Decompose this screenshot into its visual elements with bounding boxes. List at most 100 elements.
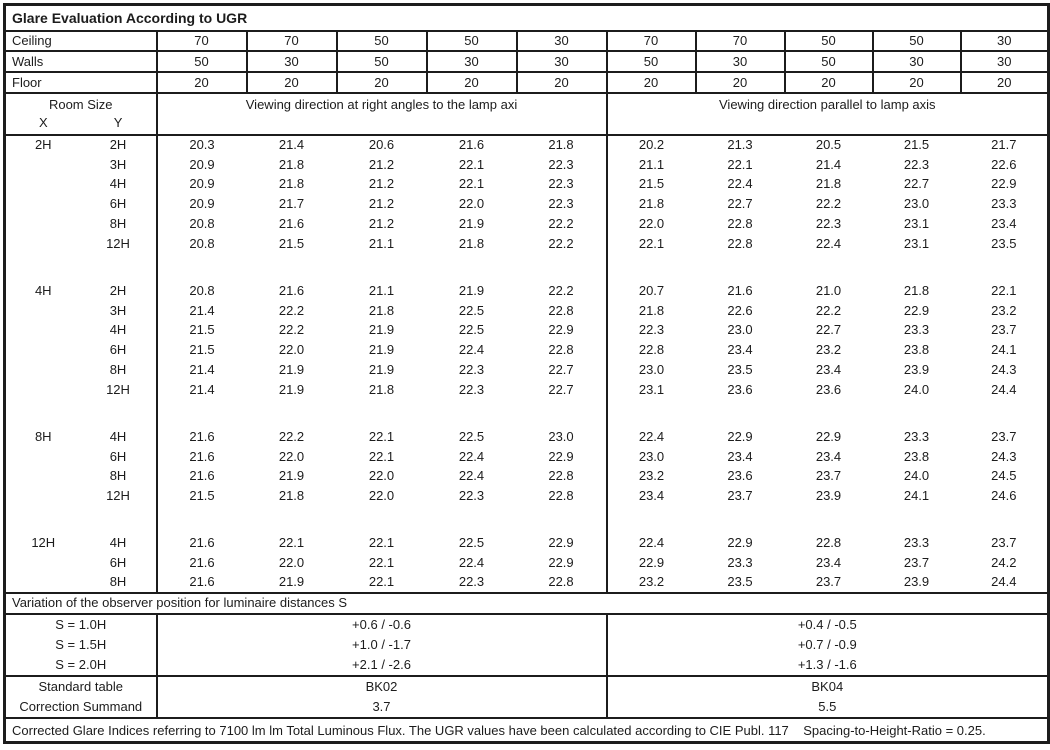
footer-row: Corrected Glare Indices referring to 710… bbox=[4, 716, 1049, 743]
summary-label: Correction Summand bbox=[19, 699, 143, 714]
ugr-data-row: 12H 20.8 21.5 21.1 21.8 22.2 22.1 22.8 22.4 23.1 2… bbox=[5, 233, 1049, 254]
ugr-value: 23.2 bbox=[991, 302, 1017, 318]
ugr-value: 22.8 bbox=[548, 302, 574, 318]
ugr-value: 21.5 bbox=[155, 340, 247, 361]
surface-value: 20 bbox=[959, 71, 1050, 95]
ugr-value: 21.8 bbox=[605, 300, 696, 321]
ugr-value: 21.8 bbox=[903, 282, 930, 298]
ugr-value: 22.4 bbox=[458, 448, 485, 464]
room-y-value: 2H bbox=[109, 282, 127, 298]
summary-label: Standard table bbox=[4, 675, 157, 698]
variation-value-row: S = 1.5H +1.0 / -1.7 +0.7 / -0.9 bbox=[5, 634, 1049, 656]
ugr-value: 22.5 bbox=[458, 302, 485, 318]
ugr-value: 22.1 bbox=[368, 428, 395, 444]
ugr-data-row: 6H 20.9 21.7 21.2 22.0 22.3 21.8 22.7 22.2 23.0 23… bbox=[5, 194, 1049, 215]
ugr-value: 23.8 bbox=[903, 448, 930, 464]
ugr-value: 22.8 bbox=[605, 340, 696, 361]
room-x-value bbox=[5, 194, 81, 214]
ugr-value: 21.1 bbox=[368, 235, 395, 251]
ugr-value: 22.7 bbox=[727, 196, 753, 212]
ugr-data-row: 4H 20.9 21.8 21.2 22.1 22.3 21.5 22.4 21.8 22.7 22… bbox=[5, 174, 1049, 195]
ugr-data-row: 8H 21.6 21.9 22.0 22.4 22.8 23.2 23.6 23.7 24.0 24… bbox=[5, 466, 1049, 487]
ugr-value: 22.9 bbox=[605, 553, 696, 573]
ugr-value: 21.9 bbox=[458, 282, 485, 298]
y-column-label: Y bbox=[113, 115, 123, 131]
ugr-value: 21.8 bbox=[368, 381, 395, 397]
room-x-value bbox=[5, 573, 81, 593]
ugr-value: 21.5 bbox=[155, 486, 247, 507]
room-size-header: Room Size X Y bbox=[4, 93, 157, 136]
ugr-value: 23.2 bbox=[605, 572, 696, 593]
ugr-value: 21.2 bbox=[368, 176, 395, 192]
room-x-value bbox=[5, 340, 81, 360]
ugr-value: 23.3 bbox=[903, 322, 930, 338]
variation-value-row: S = 1.0H +0.6 / -0.6 +0.4 / -0.5 bbox=[5, 613, 1049, 635]
surface-value: 30 bbox=[425, 50, 518, 74]
ugr-value: 23.6 bbox=[727, 381, 753, 397]
room-y-value: 6H bbox=[109, 554, 127, 570]
surface-value: 50 bbox=[425, 29, 518, 53]
s-distance-label: S = 2.0H bbox=[55, 657, 107, 673]
ugr-value: 23.1 bbox=[903, 235, 930, 251]
ugr-value: 21.4 bbox=[155, 300, 247, 321]
variation-values-section: S = 1.0H +0.6 / -0.6 +0.4 / -0.5 S = 1.5H +1… bbox=[5, 613, 1049, 677]
spacer-cell bbox=[605, 253, 1049, 281]
ugr-value: 24.5 bbox=[991, 468, 1017, 484]
surface-value: 20 bbox=[155, 71, 248, 95]
ugr-data-row: 6H 21.6 22.0 22.1 22.4 22.9 22.9 23.3 23.4 23.7 24… bbox=[5, 553, 1049, 573]
ugr-value: 23.0 bbox=[605, 360, 696, 380]
ugr-value: 22.7 bbox=[903, 176, 930, 192]
xy-axis-labels: X Y bbox=[6, 114, 156, 132]
spacer-cell bbox=[5, 254, 157, 281]
ugr-value: 21.7 bbox=[991, 137, 1017, 153]
ugr-data-row: 3H 21.4 22.2 21.8 22.5 22.8 21.8 22.6 22.2 22.9 23… bbox=[5, 300, 1049, 321]
ugr-value: 21.9 bbox=[278, 362, 305, 377]
ugr-value: 22.4 bbox=[727, 176, 753, 192]
ugr-value: 21.4 bbox=[155, 360, 247, 380]
ugr-value: 22.4 bbox=[458, 468, 485, 484]
ugr-value: 20.9 bbox=[155, 194, 247, 215]
ugr-value: 24.0 bbox=[903, 381, 930, 397]
ugr-value: 20.2 bbox=[605, 134, 696, 155]
ugr-value: 22.9 bbox=[727, 428, 753, 444]
ugr-value: 20.5 bbox=[815, 137, 842, 153]
ugr-value: 22.2 bbox=[278, 322, 305, 338]
ugr-value: 22.8 bbox=[815, 535, 842, 551]
ugr-value: 23.3 bbox=[903, 428, 930, 444]
ugr-value: 22.9 bbox=[903, 302, 930, 318]
room-y-value: 4H bbox=[109, 176, 127, 192]
ugr-value: 23.7 bbox=[991, 535, 1017, 551]
s-right-value: +0.4 / -0.5 bbox=[605, 613, 1049, 635]
ugr-data-row: 4H 2H 20.8 21.6 21.1 21.9 22.2 20.7 21.6 21.0 21.8… bbox=[5, 280, 1049, 301]
ugr-value: 22.2 bbox=[278, 302, 305, 318]
ugr-value: 23.4 bbox=[815, 362, 842, 377]
ugr-data-row: 8H 21.6 21.9 22.1 22.3 22.8 23.2 23.5 23.7 23.9 24… bbox=[5, 572, 1049, 593]
ugr-value: 22.4 bbox=[815, 235, 842, 251]
ugr-value: 21.8 bbox=[815, 176, 842, 192]
ugr-value: 24.1 bbox=[903, 488, 930, 504]
ugr-value: 22.1 bbox=[727, 156, 753, 172]
ugr-value: 22.8 bbox=[548, 342, 574, 358]
ugr-value: 20.9 bbox=[155, 154, 247, 175]
surface-value: 50 bbox=[335, 50, 428, 74]
surface-value: 70 bbox=[245, 29, 338, 53]
ugr-value: 21.9 bbox=[278, 574, 305, 590]
surface-value: 50 bbox=[871, 29, 962, 53]
ugr-value: 21.7 bbox=[278, 196, 305, 212]
s-distance-label: S = 1.5H bbox=[55, 636, 107, 652]
surface-row: Ceiling 70 70 50 50 30 70 70 50 50 30 bbox=[3, 29, 1050, 53]
ugr-data-row: 3H 20.9 21.8 21.2 22.1 22.3 21.1 22.1 21.4 22.3 22… bbox=[5, 154, 1049, 175]
spacer-row bbox=[5, 506, 1049, 534]
ugr-value: 22.6 bbox=[991, 156, 1017, 172]
ugr-value: 21.8 bbox=[548, 137, 574, 153]
ugr-value: 23.5 bbox=[727, 574, 753, 590]
ugr-value: 23.9 bbox=[903, 362, 930, 377]
room-y-value: 6H bbox=[109, 196, 127, 212]
ugr-value: 20.8 bbox=[155, 280, 247, 301]
surface-value: 20 bbox=[515, 71, 608, 95]
surface-value: 20 bbox=[605, 71, 697, 95]
ugr-value: 21.2 bbox=[368, 216, 395, 232]
ugr-value: 21.6 bbox=[155, 553, 247, 573]
ugr-value: 22.7 bbox=[548, 362, 574, 377]
ugr-value: 21.4 bbox=[815, 156, 842, 172]
